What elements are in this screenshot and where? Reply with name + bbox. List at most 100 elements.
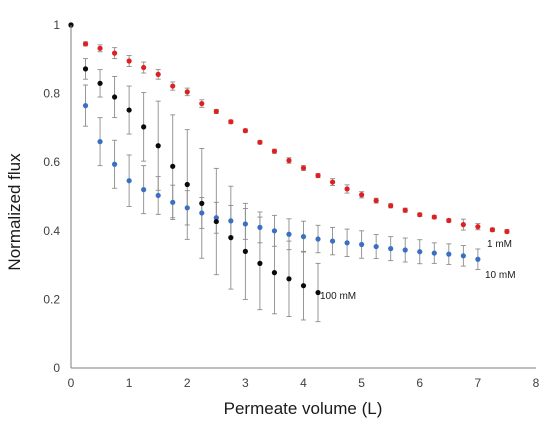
data-point [344, 240, 350, 246]
data-point [504, 228, 510, 235]
data-point [431, 214, 437, 220]
y-axis-title-text: Normalized flux [5, 153, 24, 271]
data-point [126, 107, 132, 113]
data-point [271, 148, 278, 154]
data-point [475, 224, 481, 230]
data-point [184, 205, 190, 211]
data-point [300, 283, 307, 289]
data-point [315, 289, 321, 296]
data-point [82, 103, 89, 109]
data-point [213, 218, 219, 225]
x-tick-label: 3 [242, 376, 249, 390]
data-point [155, 71, 161, 77]
data-point [417, 249, 423, 255]
data-point [388, 203, 394, 209]
data-point [446, 217, 452, 224]
series-label-1mm: 1 mM [487, 239, 512, 250]
series-label-10mm: 10 mM [485, 270, 516, 281]
data-point [97, 139, 103, 145]
data-point [489, 227, 496, 233]
data-point [141, 124, 147, 130]
y-axis-title: Normalized flux [5, 153, 24, 271]
data-point [271, 228, 278, 234]
data-point [111, 94, 118, 100]
data-point [417, 212, 423, 218]
data-point [431, 250, 437, 256]
data-point [170, 199, 176, 205]
data-point [82, 66, 89, 72]
series-labels: 1 mM 10 mM 100 mM [320, 239, 516, 302]
data-point [388, 246, 394, 252]
y-tick-labels: 0 0.2 0.4 0.6 0.8 1 [43, 18, 60, 375]
data-point [271, 270, 278, 276]
data-point [257, 139, 263, 145]
data-point [242, 248, 248, 254]
x-axis-title: Permeate volume (L) [224, 399, 383, 418]
data-point [242, 128, 248, 134]
data-point [286, 276, 292, 282]
data-point [257, 260, 263, 266]
data-point [257, 224, 263, 230]
data-point [97, 80, 103, 86]
error-bars [83, 41, 510, 323]
y-tick-label: 1 [53, 18, 60, 32]
x-tick-label: 2 [184, 376, 191, 390]
data-point [155, 192, 161, 199]
data-point [300, 234, 307, 240]
data-point [111, 161, 118, 167]
data-point [199, 200, 205, 206]
data-point [329, 179, 336, 185]
data-point [475, 256, 481, 262]
data-point [286, 231, 292, 237]
data-point [446, 251, 452, 257]
x-tick-label: 4 [300, 376, 307, 390]
x-tick-label: 8 [533, 376, 540, 390]
y-tick-label: 0.2 [43, 292, 60, 306]
x-tick-label: 6 [416, 376, 423, 390]
data-point [97, 45, 103, 51]
data-point [141, 64, 147, 71]
data-point [373, 198, 379, 204]
data-point [213, 215, 219, 221]
series-label-100mm: 100 mM [320, 291, 356, 302]
data-point [111, 50, 118, 56]
data-point [315, 172, 321, 179]
x-tick-labels: 0 1 2 3 4 5 6 7 8 [68, 376, 540, 390]
data-point [359, 192, 365, 198]
data-point [242, 221, 248, 227]
data-point [213, 108, 219, 115]
x-tick-label: 5 [358, 376, 365, 390]
axes [70, 25, 536, 369]
data-point [460, 222, 466, 228]
x-tick-label: 1 [126, 376, 133, 390]
data-point [126, 58, 132, 64]
x-tick-label: 7 [475, 376, 482, 390]
data-point [82, 41, 89, 47]
y-tick-label: 0.6 [43, 155, 60, 169]
data-point [184, 181, 190, 188]
data-point [286, 157, 292, 164]
y-tick-label: 0.8 [43, 87, 60, 101]
data-point [373, 243, 379, 250]
data-point [228, 119, 234, 125]
x-tick-label: 0 [68, 376, 75, 390]
data-point [315, 236, 321, 242]
data-point [228, 218, 234, 224]
data-point [402, 207, 408, 213]
y-tick-label: 0 [53, 361, 60, 375]
data-point [155, 143, 161, 149]
y-tick-label: 0.4 [43, 224, 60, 238]
data-point [199, 210, 205, 216]
data-point [359, 241, 365, 248]
data-point [141, 187, 147, 193]
data-point [329, 238, 336, 244]
data-point [460, 253, 466, 259]
data-points [68, 22, 510, 296]
data-point [199, 100, 205, 107]
data-point [228, 235, 234, 241]
data-point [184, 89, 190, 95]
data-point [300, 165, 307, 171]
data-point [170, 163, 176, 169]
data-point [402, 247, 408, 253]
